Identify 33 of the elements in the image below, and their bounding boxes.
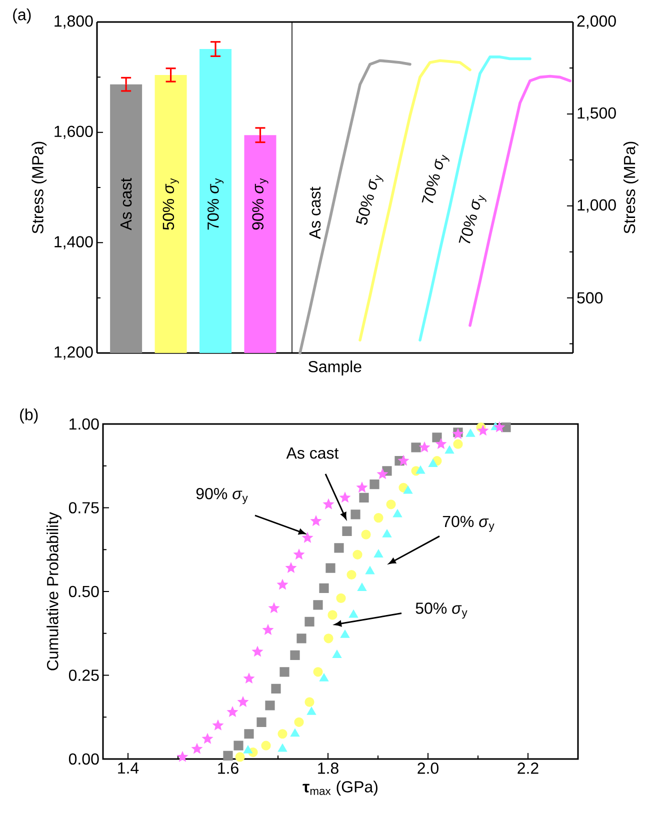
- y-tick-label: 0.00: [68, 753, 99, 765]
- y-tick-label: 0.25: [68, 670, 99, 681]
- y-tick-label: 1,400: [54, 236, 93, 250]
- text: 90% σ$_{y}$: [196, 488, 248, 504]
- x-tick-label: 2.2: [518, 762, 538, 774]
- x-tick-label: 2.0: [418, 762, 438, 774]
- y-tick-label: 1,600: [54, 126, 93, 139]
- x-tick-label: 1.4: [118, 762, 139, 774]
- y-tick-label: 2,000: [577, 15, 616, 29]
- y-tick-label: 1,200: [54, 346, 93, 360]
- chart-title: (b): [20, 408, 38, 424]
- x-tick-label: As cast: [120, 178, 132, 230]
- y-tick-label: 0.75: [68, 502, 99, 514]
- y-tick-label: 0.50: [68, 586, 99, 598]
- x-tick-label: 90% σ$_{y}$: [252, 178, 268, 230]
- y-tick-label: 1,000: [578, 199, 616, 212]
- x-tick-label: 70% σ$_{y}$: [207, 178, 224, 230]
- x-axis-title: Sample: [308, 360, 362, 376]
- x-tick-label: 1.8: [318, 762, 338, 774]
- y-tick-label: 500: [577, 292, 603, 304]
- y-axis-title: Stress (MPa): [623, 142, 638, 234]
- text: 50% σ$_{y}$: [416, 602, 468, 619]
- y-tick-label: 1.00: [70, 418, 99, 430]
- text: 70% σ$_{y}$: [442, 516, 494, 532]
- chart-title: (a): [13, 8, 31, 24]
- y-axis-title: Cumulative Probability: [46, 512, 62, 670]
- x-tick-label: 1.6: [218, 762, 238, 774]
- y-tick-label: 1,500: [578, 107, 616, 121]
- y-tick-label: 1,800: [54, 15, 93, 29]
- x-axis-title: τ$_{max}$ (GPa): [302, 780, 378, 796]
- x-tick-label: 50% σ$_{y}$: [162, 178, 179, 230]
- y-axis-title: Stress (MPa): [32, 142, 47, 234]
- text: As cast: [286, 448, 339, 459]
